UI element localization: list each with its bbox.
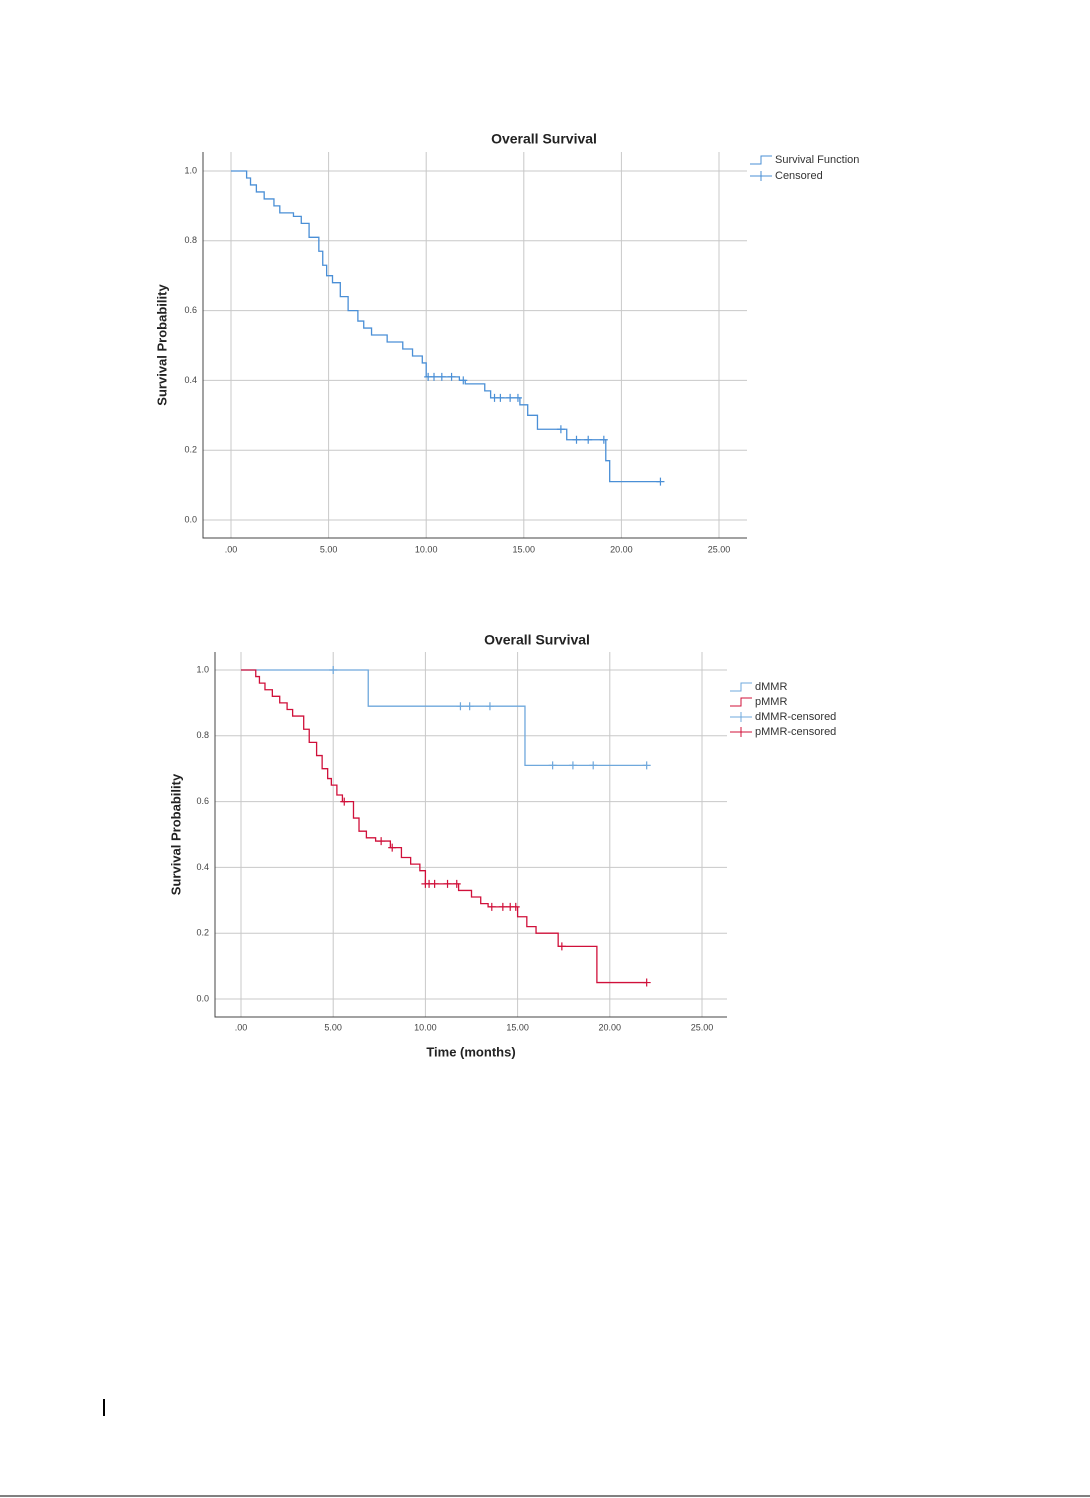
x-tick-label: .00 <box>235 1022 248 1032</box>
x-tick-label: 15.00 <box>506 1022 529 1032</box>
y-tick-label: 0.8 <box>184 235 197 245</box>
x-tick-label: 5.00 <box>320 544 338 554</box>
x-tick-label: 5.00 <box>324 1022 342 1032</box>
y-tick-label: 0.0 <box>196 993 209 1003</box>
y-axis-label: Survival Probability <box>168 773 183 895</box>
censor-mark <box>506 393 515 402</box>
censor-mark <box>557 942 566 951</box>
censor-mark <box>656 477 665 486</box>
x-axis-label: Time (months) <box>426 1044 515 1059</box>
censor-mark <box>459 376 468 385</box>
censor-mark <box>511 902 520 911</box>
censor-mark <box>642 978 651 987</box>
censor-mark <box>548 761 557 770</box>
plot-area <box>215 652 727 1017</box>
y-tick-label: 0.4 <box>184 375 197 385</box>
survival-curve <box>231 170 661 483</box>
x-tick-label: 20.00 <box>610 544 633 554</box>
censor-mark <box>443 879 452 888</box>
x-tick-label: 25.00 <box>691 1022 714 1032</box>
legend-swatch <box>750 171 772 181</box>
axis-line <box>202 152 747 539</box>
chart-title: Overall Survival <box>484 632 590 648</box>
x-tick-label: 20.00 <box>599 1022 622 1032</box>
legend-label: Censored <box>775 170 823 182</box>
censor-mark <box>642 761 651 770</box>
y-tick-label: 1.0 <box>196 664 209 674</box>
censor-mark <box>447 372 456 381</box>
censor-mark <box>599 435 608 444</box>
censor-mark <box>430 879 439 888</box>
y-tick-label: 0.6 <box>196 796 209 806</box>
survival-curve <box>241 669 647 767</box>
legend-swatch <box>730 682 752 692</box>
x-tick-label: 10.00 <box>415 544 438 554</box>
legend-label: Survival Function <box>775 154 859 166</box>
y-axis-label: Survival Probability <box>154 284 169 406</box>
legend-label: pMMR-censored <box>755 726 836 738</box>
censor-mark <box>572 435 581 444</box>
y-tick-label: 0.6 <box>184 305 197 315</box>
censor-mark <box>568 761 577 770</box>
legend-label: dMMR <box>755 681 787 693</box>
censor-mark <box>456 702 465 711</box>
censor-mark <box>465 702 474 711</box>
censor-mark <box>377 837 386 846</box>
censor-mark <box>589 761 598 770</box>
y-tick-label: 0.0 <box>184 514 197 524</box>
legend-swatch <box>730 697 752 707</box>
y-tick-label: 0.8 <box>196 730 209 740</box>
censor-mark <box>584 435 593 444</box>
legend-label: dMMR-censored <box>755 711 836 723</box>
censor-mark <box>498 902 507 911</box>
chart-title: Overall Survival <box>491 131 597 147</box>
censor-mark <box>388 843 397 852</box>
censor-mark <box>487 902 496 911</box>
censor-mark <box>496 393 505 402</box>
censor-mark <box>452 879 461 888</box>
y-tick-label: 1.0 <box>184 165 197 175</box>
censor-mark <box>340 797 349 806</box>
legend-swatch <box>750 155 772 165</box>
x-tick-label: 15.00 <box>513 544 536 554</box>
x-tick-label: 10.00 <box>414 1022 437 1032</box>
censor-mark <box>513 393 522 402</box>
x-tick-label: 25.00 <box>708 544 731 554</box>
censor-mark <box>485 702 494 711</box>
censor-mark <box>556 425 565 434</box>
censor-mark <box>329 666 338 674</box>
y-tick-label: 0.2 <box>184 445 197 455</box>
plot-area <box>203 152 747 538</box>
censor-mark <box>430 372 439 381</box>
y-tick-label: 0.2 <box>196 928 209 938</box>
axis-line <box>214 652 727 1018</box>
legend-swatch <box>730 727 752 737</box>
legend-swatch <box>730 712 752 722</box>
censor-mark <box>437 372 446 381</box>
legend-label: pMMR <box>755 696 787 708</box>
y-tick-label: 0.4 <box>196 862 209 872</box>
x-tick-label: .00 <box>225 544 238 554</box>
